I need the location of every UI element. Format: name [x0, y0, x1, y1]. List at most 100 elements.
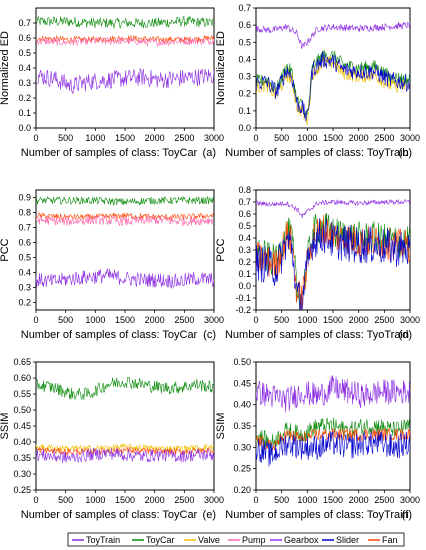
- panel-f: 0 500 1000 1500 2000 2500 3000 0.20 0.25 0.30 0.35…: [215, 357, 420, 521]
- panel-b: 0 500 1000 1500 2000 2500 3000 0.0 0.1 0.2 0.3 0.4 0…: [215, 3, 420, 159]
- series-line-4: [36, 447, 214, 464]
- y-tick-label: 0.7: [18, 223, 31, 233]
- y-tick-label: 0.40: [233, 400, 251, 410]
- x-tick-label: 0: [33, 315, 38, 325]
- legend-label: Fan: [382, 535, 398, 545]
- panel-e: 0 500 1000 1500 2000 2500 3000 0.25 0.30 0.35 0.40…: [0, 357, 224, 521]
- y-tick-label: 0.6: [238, 209, 251, 219]
- y-tick-label: 0.6: [18, 238, 31, 248]
- x-tick-label: 1500: [323, 315, 343, 325]
- y-axis-label: PCC: [0, 238, 11, 261]
- x-tick-label: 1000: [297, 495, 317, 505]
- y-tick-label: 0.8: [18, 208, 31, 218]
- x-tick-label: 1500: [323, 495, 343, 505]
- legend-label: Slider: [336, 535, 359, 545]
- series-line-1: [256, 198, 410, 218]
- y-tick-label: 0.1: [238, 269, 251, 279]
- x-tick-label: 2000: [349, 315, 369, 325]
- panel-label: (c): [203, 329, 216, 341]
- y-tick-label: 0.7: [18, 18, 31, 28]
- x-axis-label: Number of samples of class: ToyCar: [21, 509, 198, 521]
- legend-label: ToyTrain: [86, 535, 120, 545]
- x-tick-label: 3000: [400, 315, 420, 325]
- y-tick-label: 0.35: [233, 421, 251, 431]
- y-tick-label: 0.3: [238, 245, 251, 255]
- y-tick-label: 0.4: [238, 233, 251, 243]
- y-axis-label: SSIM: [215, 413, 227, 440]
- y-tick-label: 0.50: [233, 357, 251, 367]
- y-tick-label: 0.55: [13, 389, 31, 399]
- y-tick-label: 0.5: [18, 48, 31, 58]
- y-axis-label: Normalized ED: [0, 31, 11, 105]
- x-axis-label: Number of samples of class: ToyTrain: [225, 147, 408, 159]
- series-line-2: [256, 212, 410, 310]
- series-line-2: [36, 443, 214, 453]
- y-tick-label: 0.3: [18, 78, 31, 88]
- y-tick-label: 0.9: [18, 193, 31, 203]
- x-tick-label: 1000: [297, 315, 317, 325]
- y-tick-label: 0.7: [238, 197, 251, 207]
- series-line-1: [36, 376, 214, 401]
- y-tick-label: 0.0: [18, 123, 31, 133]
- series-line-4: [36, 268, 214, 289]
- y-tick-label: 0.1: [238, 106, 251, 116]
- series-line-4: [256, 51, 410, 122]
- y-tick-label: 0.1: [18, 108, 31, 118]
- x-tick-label: 1000: [297, 133, 317, 143]
- panel-a: 0 500 1000 1500 2000 2500 3000 0.0 0.1 0.2 0.3 0.4 0…: [0, 7, 224, 159]
- x-tick-label: 500: [58, 315, 73, 325]
- x-tick-label: 500: [274, 133, 289, 143]
- x-tick-label: 2500: [374, 133, 394, 143]
- y-tick-label: 0.2: [238, 89, 251, 99]
- x-tick-label: 2500: [174, 495, 194, 505]
- x-tick-label: 2500: [174, 315, 194, 325]
- x-axis-label: Number of samples of class: TyoTrain: [225, 329, 409, 341]
- x-tick-label: 2500: [374, 495, 394, 505]
- y-tick-label: 0.30: [233, 442, 251, 452]
- x-tick-label: 2500: [374, 315, 394, 325]
- y-tick-label: 0.8: [238, 185, 251, 195]
- y-tick-label: 0.4: [238, 54, 251, 64]
- series-line-4: [256, 218, 410, 310]
- panel-label: (a): [203, 147, 216, 159]
- panel-c: 0 500 1000 1500 2000 2500 3000 0.2 0.3 0.4 0.5 0.6 0…: [0, 189, 224, 341]
- x-tick-label: 500: [58, 495, 73, 505]
- y-tick-label: 0.2: [18, 93, 31, 103]
- y-tick-label: 0.4: [18, 268, 31, 278]
- legend-label: Valve: [198, 535, 220, 545]
- y-tick-label: 0.2: [238, 257, 251, 267]
- x-tick-label: 3000: [204, 315, 224, 325]
- y-tick-label: 0.4: [18, 63, 31, 73]
- panel-label: (d): [399, 329, 412, 341]
- series-line-1: [36, 195, 214, 206]
- panel-label: (b): [399, 147, 412, 159]
- x-tick-label: 0: [33, 495, 38, 505]
- y-tick-label: 0.40: [13, 437, 31, 447]
- y-tick-label: 0.2: [18, 298, 31, 308]
- x-tick-label: 2500: [174, 133, 194, 143]
- series-line-3: [256, 56, 410, 126]
- x-tick-label: 1000: [85, 133, 105, 143]
- y-tick-label: 0.0: [238, 123, 251, 133]
- y-tick-label: 0.25: [233, 464, 251, 474]
- x-tick-label: 3000: [204, 133, 224, 143]
- x-tick-label: 1000: [85, 495, 105, 505]
- plot-frame: [35, 7, 215, 129]
- panel-label: (e): [203, 509, 216, 521]
- series-line-2: [36, 34, 214, 44]
- series-line-3: [36, 214, 214, 227]
- y-tick-label: 0.30: [13, 469, 31, 479]
- x-tick-label: 2000: [145, 133, 165, 143]
- x-tick-label: 2000: [349, 495, 369, 505]
- y-tick-label: 0.5: [238, 37, 251, 47]
- y-tick-label: 0.0: [238, 281, 251, 291]
- x-tick-label: 0: [253, 315, 258, 325]
- series-line-4: [256, 430, 410, 467]
- series-line-1: [256, 21, 410, 49]
- x-tick-label: 2000: [349, 133, 369, 143]
- legend-label: ToyCar: [146, 535, 175, 545]
- legend: ToyTrain ToyCar Valve Pump Gearbox Slider Fan: [67, 532, 405, 547]
- x-tick-label: 2000: [145, 315, 165, 325]
- x-tick-label: 1000: [85, 315, 105, 325]
